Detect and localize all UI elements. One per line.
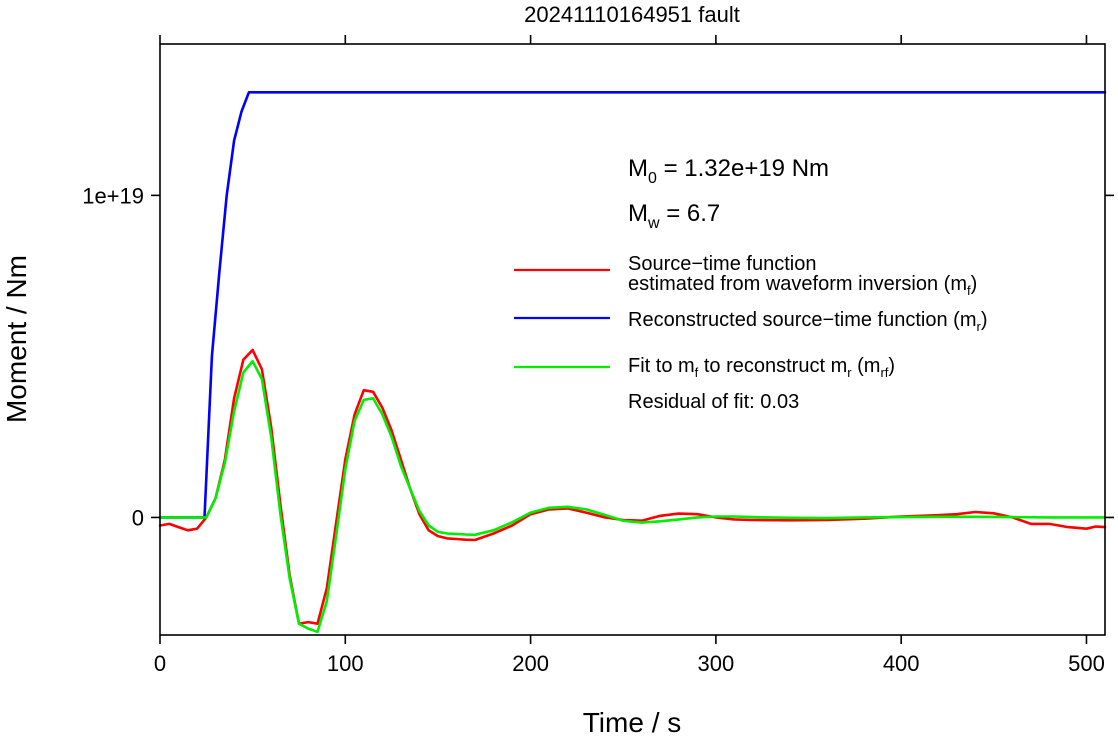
legend: Source−time function estimated from wave… — [514, 253, 988, 380]
legend-label-mf-line2: estimated from waveform inversion (mf) — [628, 273, 977, 298]
chart-title: 20241110164951 fault — [524, 2, 740, 27]
x-tick-label: 0 — [154, 651, 166, 676]
y-tick-label: 1e+19 — [82, 183, 144, 208]
y-tick-label: 0 — [132, 505, 144, 530]
mw-annotation: Mw = 6.7 — [628, 200, 720, 232]
x-axis: 0 100 200 300 400 500 — [154, 35, 1105, 676]
y-axis: 0 1e+19 — [82, 183, 1114, 530]
y-axis-title: Moment / Nm — [1, 255, 32, 423]
plot-frame — [159, 43, 1106, 636]
plot-area — [158, 91, 1107, 634]
residual-annotation: Residual of fit: 0.03 — [628, 391, 799, 413]
x-tick-label: 200 — [512, 651, 549, 676]
legend-label-mr: Reconstructed source−time function (mr) — [628, 309, 988, 334]
legend-label-mf-line1: Source−time function — [628, 253, 816, 275]
series-line-mr — [158, 91, 1107, 519]
x-axis-title: Time / s — [583, 707, 682, 737]
legend-label-mrf: Fit to mf to reconstruct mr (mrf) — [628, 355, 895, 380]
series-line-mrf — [158, 359, 1107, 634]
x-tick-label: 100 — [327, 651, 364, 676]
x-tick-label: 300 — [698, 651, 735, 676]
m0-annotation: M0 = 1.32e+19 Nm — [628, 155, 829, 187]
x-tick-label: 500 — [1068, 651, 1105, 676]
moment-annotations: M0 = 1.32e+19 Nm Mw = 6.7 Residual of fi… — [628, 155, 829, 413]
x-tick-label: 400 — [883, 651, 920, 676]
